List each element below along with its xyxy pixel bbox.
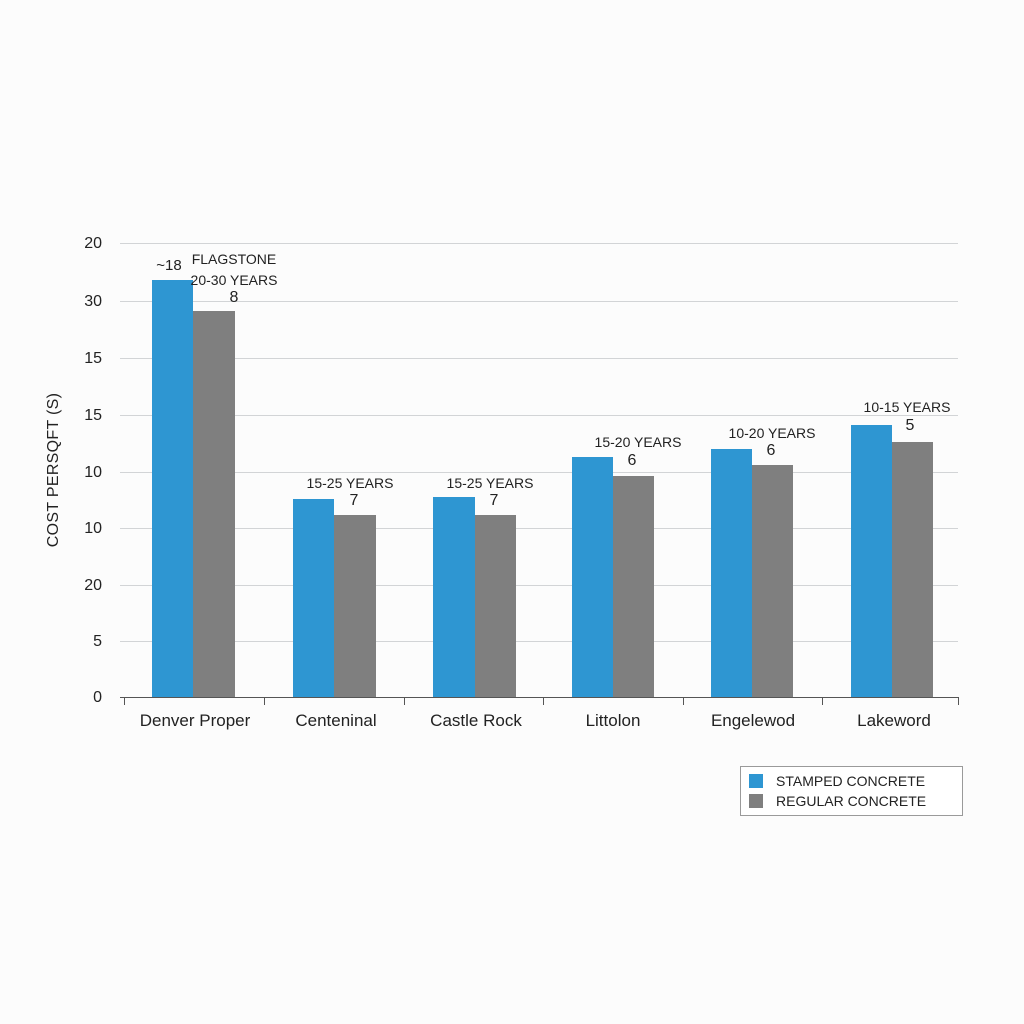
y-tick-label: 15 [84, 350, 102, 367]
legend-label: STAMPED CONCRETE [776, 773, 926, 789]
bar-annotation: 10-15 YEARS [863, 399, 951, 415]
legend-item-stamped: STAMPED CONCRETE [749, 772, 925, 790]
y-tick-label: 20 [84, 577, 102, 594]
chart-legend: STAMPED CONCRETE REGULAR CONCRETE [740, 766, 963, 816]
gridline [120, 415, 958, 416]
bar-annotation: 7 [489, 492, 499, 509]
bar-regular-castle-rock [475, 515, 516, 697]
bar-stamped-englewood [711, 449, 752, 697]
bar-stamped-castle-rock [433, 497, 475, 697]
bar-annotation: 15-25 YEARS [306, 475, 394, 491]
gridline [120, 641, 958, 642]
bar-stamped-littleton [572, 457, 613, 697]
gridline [120, 472, 958, 473]
bar-annotation: ~18 [156, 257, 182, 274]
bar-annotation: 6 [766, 442, 776, 459]
legend-swatch-gray-icon [749, 794, 763, 808]
bar-annotation: 20-30 YEARS [190, 272, 278, 288]
x-category-label: Castle Rock [430, 711, 522, 730]
y-tick-label: 10 [84, 464, 102, 481]
bar-stamped-lakewood [851, 425, 892, 697]
legend-item-regular: REGULAR CONCRETE [749, 792, 926, 810]
y-axis-title: COST PERSQFT (S) [45, 392, 62, 548]
x-category-label: Lakeword [857, 711, 931, 730]
x-tick [404, 697, 405, 705]
gridline [120, 358, 958, 359]
x-tick [683, 697, 684, 705]
bar-annotation: 8 [229, 289, 239, 306]
bar-annotation: 6 [627, 452, 637, 469]
bar-annotation: 5 [905, 417, 915, 434]
x-tick [822, 697, 823, 705]
gridline [120, 528, 958, 529]
legend-label: REGULAR CONCRETE [776, 793, 927, 809]
x-category-label: Centeninal [295, 711, 377, 730]
gridline [120, 585, 958, 586]
y-tick-label: 30 [84, 293, 102, 310]
bar-stamped-centennial [293, 499, 334, 697]
bar-annotation: FLAGSTONE [191, 251, 277, 267]
bar-regular-lakewood [892, 442, 933, 697]
y-tick-label: 20 [84, 235, 102, 252]
bar-annotation: 15-25 YEARS [446, 475, 534, 491]
y-tick-label: 15 [84, 407, 102, 424]
bar-annotation: 15-20 YEARS [594, 434, 682, 450]
legend-swatch-blue-icon [749, 774, 763, 788]
x-tick [958, 697, 959, 705]
x-tick [543, 697, 544, 705]
x-category-label: Littolon [585, 711, 641, 730]
bar-annotation: 7 [349, 492, 359, 509]
bar-stamped-denver-proper [152, 280, 193, 697]
bar-regular-englewood [752, 465, 793, 697]
bar-annotation: 10-20 YEARS [728, 425, 816, 441]
x-axis [120, 697, 958, 698]
y-tick-label: 0 [93, 689, 102, 706]
x-category-label: Engelewod [710, 711, 796, 730]
gridline [120, 243, 958, 244]
y-tick-label: 10 [84, 520, 102, 537]
x-tick [264, 697, 265, 705]
x-category-label: Denver Proper [139, 711, 251, 730]
gridline [120, 301, 958, 302]
bar-regular-littleton [613, 476, 654, 697]
bar-regular-centennial [334, 515, 376, 697]
bar-regular-denver-proper [193, 311, 235, 697]
x-tick [124, 697, 125, 705]
y-tick-label: 5 [93, 633, 102, 650]
